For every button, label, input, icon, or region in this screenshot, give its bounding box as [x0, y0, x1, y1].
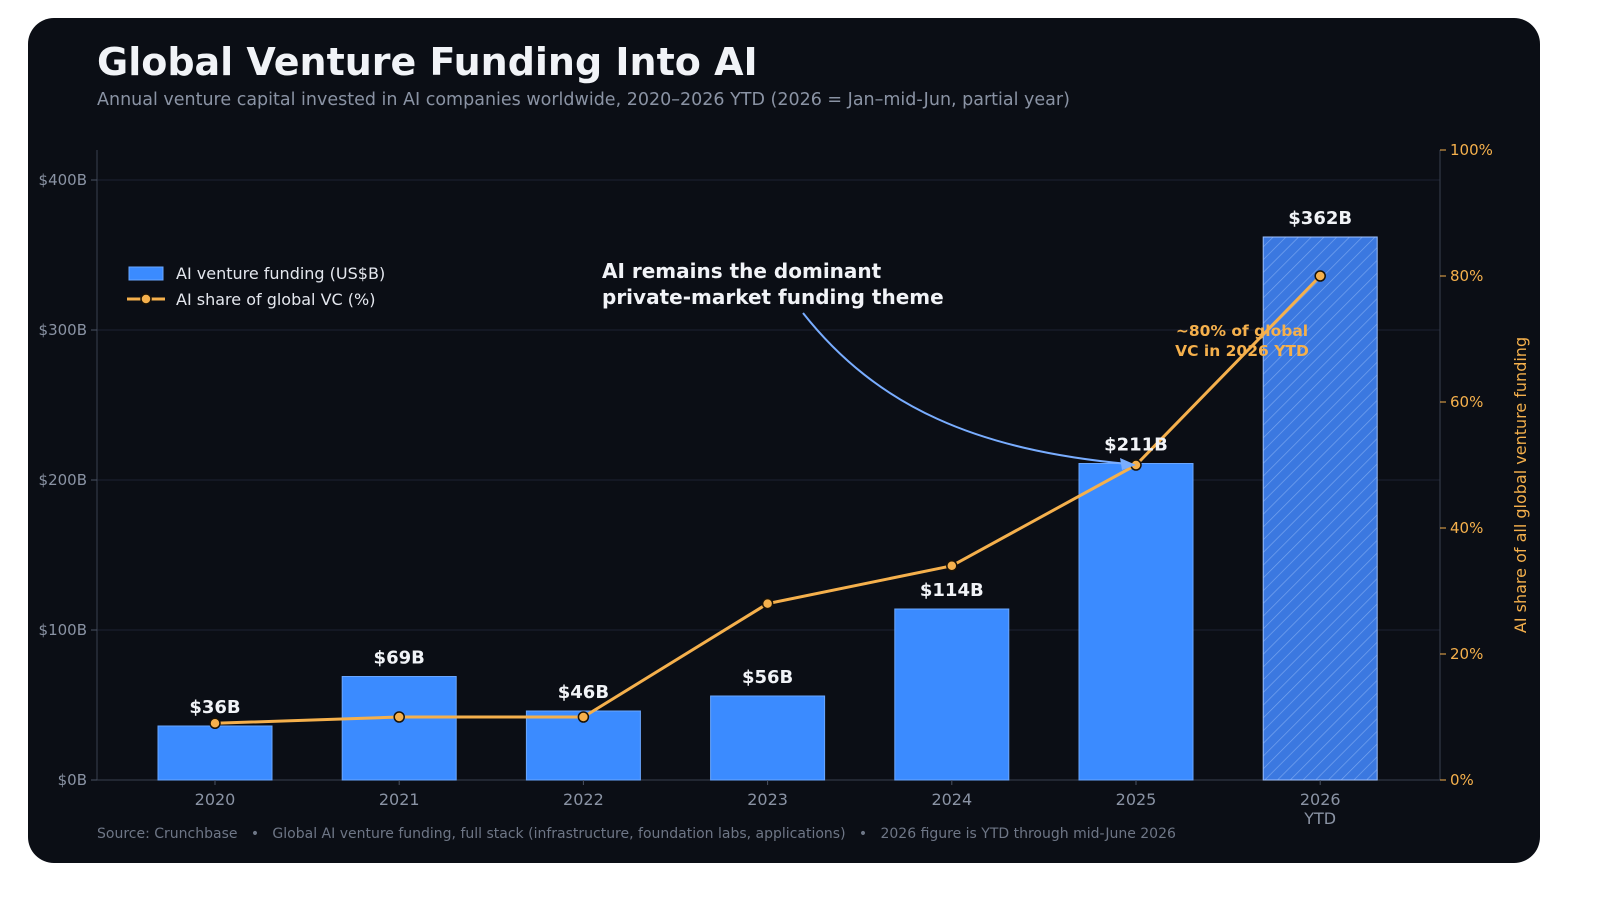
annotation-text-line: ~80% of global — [1176, 322, 1308, 340]
bar-value-label: $211B — [1104, 435, 1168, 456]
bar-2021 — [341, 676, 457, 781]
annotation-text-line: AI remains the dominant — [602, 259, 882, 283]
bar-2026 — [1262, 236, 1378, 781]
left-axis-ticks: $0B $100B $200B $300B $400B — [39, 171, 97, 789]
legend-bar-label: AI venture funding (US$B) — [176, 264, 385, 283]
right-axis-ticks: 0% 20% 40% 60% 80% 100% — [1440, 141, 1493, 789]
share-point-2022 — [577, 711, 590, 723]
gridlines — [97, 179, 1440, 631]
x-tick-label: 2024 — [931, 790, 972, 809]
legend: AI venture funding (US$B) AI share of glo… — [127, 264, 385, 309]
left-tick-label: $400B — [39, 171, 87, 189]
bar-value-label: $46B — [558, 682, 609, 703]
annotation-text-line: VC in 2026 YTD — [1175, 342, 1309, 360]
chart-subtitle: Annual venture capital invested in AI co… — [97, 90, 1070, 110]
share-point-2026 — [1314, 270, 1326, 282]
annotation-text-line: private-market funding theme — [602, 285, 944, 309]
x-tick-label: 2026 — [1300, 790, 1341, 809]
right-tick-label: 0% — [1450, 771, 1474, 789]
right-tick-label: 20% — [1450, 645, 1483, 663]
source-note: Source: Crunchbase • Global AI venture f… — [97, 826, 1176, 842]
annotation-arrow — [802, 312, 1129, 465]
annotation-share-2026: ~80% of global VC in 2026 YTD — [1175, 322, 1309, 360]
bar-2023 — [710, 695, 826, 781]
right-tick-label: 60% — [1450, 393, 1483, 411]
legend-bar-swatch — [128, 266, 164, 281]
x-tick-label: 2021 — [379, 790, 420, 809]
bar-value-label: $69B — [374, 648, 425, 669]
right-tick-label: 100% — [1450, 141, 1493, 159]
annotation-arrowhead — [1120, 458, 1136, 470]
left-tick-label: $300B — [39, 321, 87, 339]
bar-value-labels: $36B $69B $46B $56B $114B $211B $362B — [189, 208, 1352, 718]
x-tick-label: 2025 — [1116, 790, 1157, 809]
left-tick-label: $0B — [58, 771, 87, 789]
right-tick-label: 80% — [1450, 267, 1483, 285]
left-tick-label: $100B — [39, 621, 87, 639]
share-point-2024 — [946, 560, 958, 572]
right-axis-title: AI share of all global venture funding — [1511, 337, 1530, 633]
right-tick-label: 40% — [1450, 519, 1483, 537]
bar-value-label: $362B — [1288, 208, 1352, 229]
bar-series — [157, 236, 1378, 781]
bar-value-label: $56B — [742, 667, 793, 688]
chart-title: Global Venture Funding Into AI — [97, 40, 758, 84]
share-point-2021 — [393, 711, 405, 723]
share-point-2023 — [761, 597, 774, 610]
funding-chart: $0B $100B $200B $300B $400B 0% 20% 40% 60% 80% 100… — [39, 141, 1530, 828]
x-tick-label: 2023 — [747, 790, 788, 809]
share-point-2020 — [209, 717, 221, 730]
bar-2025 — [1078, 463, 1194, 781]
bar-value-label: $36B — [189, 697, 240, 718]
legend-line-label: AI share of global VC (%) — [176, 290, 375, 309]
bar-2020 — [157, 725, 273, 781]
chart-card: Global Venture Funding Into AI Annual ve… — [28, 18, 1540, 863]
x-tick-sublabel: YTD — [1303, 809, 1336, 828]
bar-value-label: $114B — [920, 580, 984, 601]
bar-2024 — [894, 608, 1010, 781]
x-tick-label: 2022 — [563, 790, 604, 809]
x-tick-label: 2020 — [195, 790, 236, 809]
left-tick-label: $200B — [39, 471, 87, 489]
legend-line-marker — [140, 293, 152, 305]
